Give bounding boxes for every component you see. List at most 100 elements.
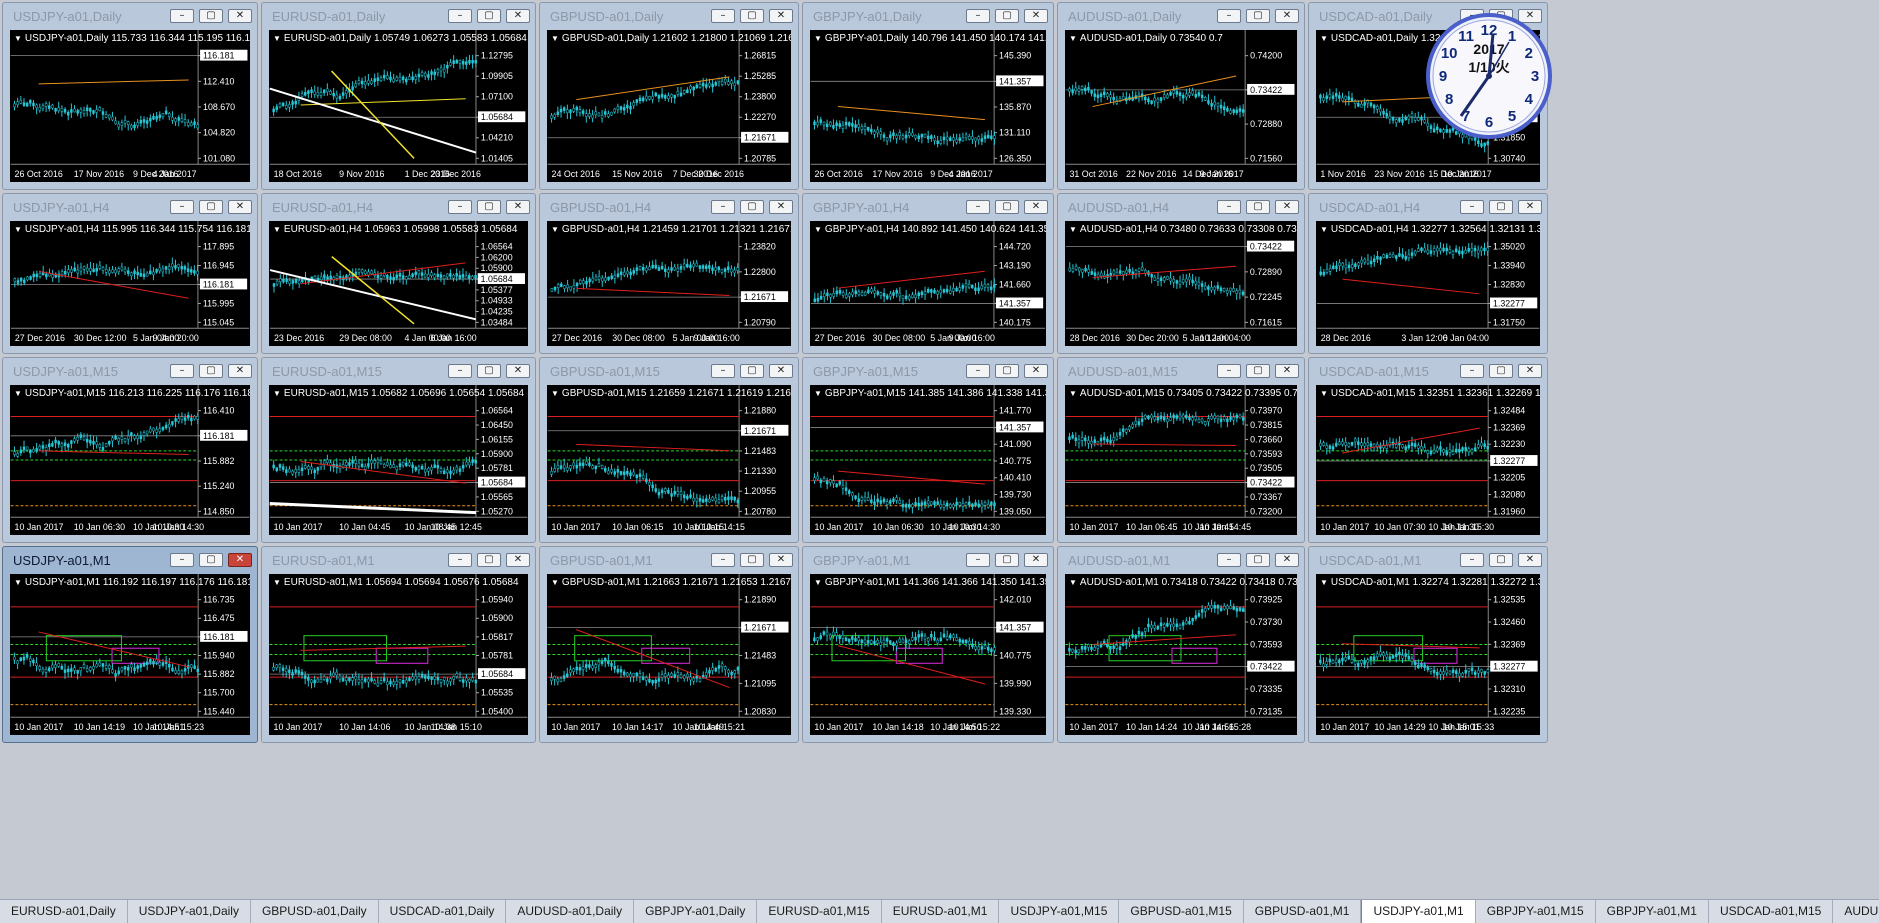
- chart-tab[interactable]: GBPJPY-a01,Daily: [634, 900, 758, 923]
- close-button[interactable]: ✕: [1518, 200, 1542, 214]
- chart-window[interactable]: GBPUSD-a01,M15– ▢ ✕ ▼ GBPUSD-a01,M15 1.21659…: [539, 357, 799, 543]
- chart-menu-icon[interactable]: ▼: [1320, 225, 1328, 234]
- chart-window[interactable]: GBPJPY-a01,H4– ▢ ✕ ▼ GBPJPY-a01,H4 140.892 1…: [802, 193, 1054, 354]
- restore-button[interactable]: ▢: [995, 364, 1019, 378]
- chart-menu-icon[interactable]: ▼: [1320, 34, 1328, 43]
- price-chart[interactable]: ▼ AUDUSD-a01,Daily 0.73540 0.7 0.74200 0.73…: [1065, 30, 1297, 182]
- window-titlebar[interactable]: GBPUSD-a01,M1– ▢ ✕: [540, 547, 798, 573]
- chart-tab[interactable]: GBPUSD-a01,M15: [1119, 900, 1244, 923]
- chart-window[interactable]: AUDUSD-a01,M1– ▢ ✕ ▼ AUDUSD-a01,M1 0.73418 0…: [1057, 546, 1305, 743]
- close-button[interactable]: ✕: [1275, 200, 1299, 214]
- price-chart[interactable]: ▼ USDCAD-a01,H4 1.32277 1.32564 1.32131 1…: [1316, 221, 1540, 346]
- minimize-button[interactable]: –: [711, 200, 735, 214]
- chart-window[interactable]: GBPJPY-a01,M1– ▢ ✕ ▼ GBPJPY-a01,M1 141.366 1…: [802, 546, 1054, 743]
- channel-line[interactable]: [269, 269, 476, 321]
- window-titlebar[interactable]: USDJPY-a01,M15– ▢ ✕: [3, 358, 257, 384]
- trend-line[interactable]: [38, 270, 189, 299]
- trend-line[interactable]: [38, 79, 189, 85]
- chart-menu-icon[interactable]: ▼: [551, 389, 559, 398]
- chart-tab[interactable]: GBPUSD-a01,Daily: [251, 900, 379, 923]
- trend-line[interactable]: [38, 631, 189, 668]
- price-chart[interactable]: ▼ EURUSD-a01,H4 1.05963 1.05998 1.05583 1…: [269, 221, 528, 346]
- price-chart[interactable]: ▼ USDCAD-a01,M15 1.32351 1.32361 1.32269 …: [1316, 385, 1540, 535]
- chart-tab[interactable]: GBPJPY-a01,M15: [1476, 900, 1596, 923]
- chart-menu-icon[interactable]: ▼: [551, 578, 559, 587]
- chart-menu-icon[interactable]: ▼: [14, 578, 22, 587]
- minimize-button[interactable]: –: [1217, 9, 1241, 23]
- price-chart[interactable]: ▼ EURUSD-a01,M1 1.05694 1.05694 1.05676 1…: [269, 574, 528, 735]
- price-chart[interactable]: ▼ GBPJPY-a01,H4 140.892 141.450 140.624 1…: [810, 221, 1046, 346]
- chart-window[interactable]: USDJPY-a01,M1– ▢ ✕ ▼ USDJPY-a01,M1 116.192 1…: [2, 546, 258, 743]
- chart-menu-icon[interactable]: ▼: [14, 225, 22, 234]
- chart-menu-icon[interactable]: ▼: [273, 389, 281, 398]
- price-chart[interactable]: ▼ EURUSD-a01,M15 1.05682 1.05696 1.05654 …: [269, 385, 528, 535]
- minimize-button[interactable]: –: [1460, 364, 1484, 378]
- chart-window[interactable]: EURUSD-a01,Daily – ▢ ✕ ▼ EURUSD-a01,Daily 1.0…: [261, 2, 536, 190]
- minimize-button[interactable]: –: [1217, 553, 1241, 567]
- restore-button[interactable]: ▢: [199, 9, 223, 23]
- chart-window[interactable]: GBPJPY-a01,Daily – ▢ ✕ ▼ GBPJPY-a01,Daily 140…: [802, 2, 1054, 190]
- restore-button[interactable]: ▢: [995, 553, 1019, 567]
- trend-line[interactable]: [300, 645, 466, 651]
- window-titlebar[interactable]: USDJPY-a01,M1– ▢ ✕: [3, 547, 257, 573]
- close-button[interactable]: ✕: [506, 364, 530, 378]
- restore-button[interactable]: ▢: [477, 9, 501, 23]
- restore-button[interactable]: ▢: [740, 200, 764, 214]
- window-titlebar[interactable]: USDJPY-a01,H4– ▢ ✕: [3, 194, 257, 220]
- chart-canvas[interactable]: 1.059401.059001.058171.057811.056841.055…: [269, 574, 528, 735]
- window-titlebar[interactable]: AUDUSD-a01,M15– ▢ ✕: [1058, 358, 1304, 384]
- window-titlebar[interactable]: GBPJPY-a01,Daily – ▢ ✕: [803, 3, 1053, 29]
- minimize-button[interactable]: –: [448, 200, 472, 214]
- chart-window[interactable]: GBPUSD-a01,H4– ▢ ✕ ▼ GBPUSD-a01,H4 1.21459 1…: [539, 193, 799, 354]
- chart-window[interactable]: EURUSD-a01,M1– ▢ ✕ ▼ EURUSD-a01,M1 1.05694 1…: [261, 546, 536, 743]
- chart-canvas[interactable]: 1.325351.324601.323691.322771.323101.322…: [1316, 574, 1540, 735]
- price-chart[interactable]: ▼ USDJPY-a01,Daily 115.733 116.344 115.19…: [10, 30, 250, 182]
- chart-menu-icon[interactable]: ▼: [273, 34, 281, 43]
- chart-canvas[interactable]: 1.127951.099051.071001.056841.042101.014…: [269, 30, 528, 182]
- price-chart[interactable]: ▼ AUDUSD-a01,H4 0.73480 0.73633 0.73308 0…: [1065, 221, 1297, 346]
- price-chart[interactable]: ▼ GBPUSD-a01,M15 1.21659 1.21671 1.21619 …: [547, 385, 791, 535]
- chart-window[interactable]: AUDUSD-a01,Daily – ▢ ✕ ▼ AUDUSD-a01,Daily 0.7…: [1057, 2, 1305, 190]
- restore-button[interactable]: ▢: [740, 9, 764, 23]
- trend-line[interactable]: [1092, 443, 1237, 447]
- minimize-button[interactable]: –: [966, 200, 990, 214]
- close-button[interactable]: ✕: [769, 200, 793, 214]
- channel-line[interactable]: [331, 70, 415, 159]
- price-chart[interactable]: ▼ USDJPY-a01,H4 115.995 116.344 115.754 1…: [10, 221, 250, 346]
- chart-tab[interactable]: EURUSD-a01,Daily: [0, 900, 128, 923]
- chart-window[interactable]: USDJPY-a01,M15– ▢ ✕ ▼ USDJPY-a01,M15 116.213…: [2, 357, 258, 543]
- window-titlebar[interactable]: USDCAD-a01,H4– ▢ ✕: [1309, 194, 1547, 220]
- close-button[interactable]: ✕: [769, 364, 793, 378]
- chart-canvas[interactable]: 1.218801.216711.214831.213301.209551.207…: [547, 385, 791, 535]
- window-titlebar[interactable]: AUDUSD-a01,Daily – ▢ ✕: [1058, 3, 1304, 29]
- chart-tab[interactable]: USDCAD-a01,Daily: [379, 900, 507, 923]
- restore-button[interactable]: ▢: [1246, 9, 1270, 23]
- close-button[interactable]: ✕: [1024, 200, 1048, 214]
- close-button[interactable]: ✕: [1518, 553, 1542, 567]
- window-titlebar[interactable]: EURUSD-a01,Daily – ▢ ✕: [262, 3, 535, 29]
- trend-line[interactable]: [576, 443, 730, 452]
- chart-window[interactable]: USDCAD-a01,M1– ▢ ✕ ▼ USDCAD-a01,M1 1.32274 1…: [1308, 546, 1548, 743]
- minimize-button[interactable]: –: [1217, 200, 1241, 214]
- restore-button[interactable]: ▢: [1246, 553, 1270, 567]
- window-titlebar[interactable]: GBPUSD-a01,M15– ▢ ✕: [540, 358, 798, 384]
- restore-button[interactable]: ▢: [477, 553, 501, 567]
- chart-tab[interactable]: USDJPY-a01,M15: [999, 900, 1120, 923]
- minimize-button[interactable]: –: [1217, 364, 1241, 378]
- trend-line[interactable]: [1342, 643, 1480, 649]
- close-button[interactable]: ✕: [769, 553, 793, 567]
- window-titlebar[interactable]: EURUSD-a01,H4– ▢ ✕: [262, 194, 535, 220]
- chart-menu-icon[interactable]: ▼: [814, 34, 822, 43]
- chart-canvas[interactable]: 1.324841.323691.322301.322771.322051.320…: [1316, 385, 1540, 535]
- close-button[interactable]: ✕: [1024, 9, 1048, 23]
- minimize-button[interactable]: –: [966, 553, 990, 567]
- chart-window[interactable]: GBPUSD-a01,M1– ▢ ✕ ▼ GBPUSD-a01,M1 1.21663 1…: [539, 546, 799, 743]
- window-titlebar[interactable]: GBPJPY-a01,M1– ▢ ✕: [803, 547, 1053, 573]
- chart-canvas[interactable]: 0.739250.737300.735930.734220.733350.731…: [1065, 574, 1297, 735]
- chart-menu-icon[interactable]: ▼: [814, 389, 822, 398]
